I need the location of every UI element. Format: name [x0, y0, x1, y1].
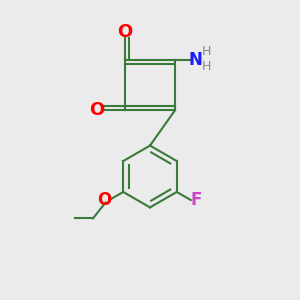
Text: F: F [190, 191, 202, 209]
Text: H: H [202, 45, 211, 58]
Text: O: O [89, 101, 104, 119]
Text: H: H [202, 60, 211, 73]
Text: N: N [189, 51, 202, 69]
Text: O: O [117, 22, 133, 40]
Text: O: O [97, 191, 111, 209]
